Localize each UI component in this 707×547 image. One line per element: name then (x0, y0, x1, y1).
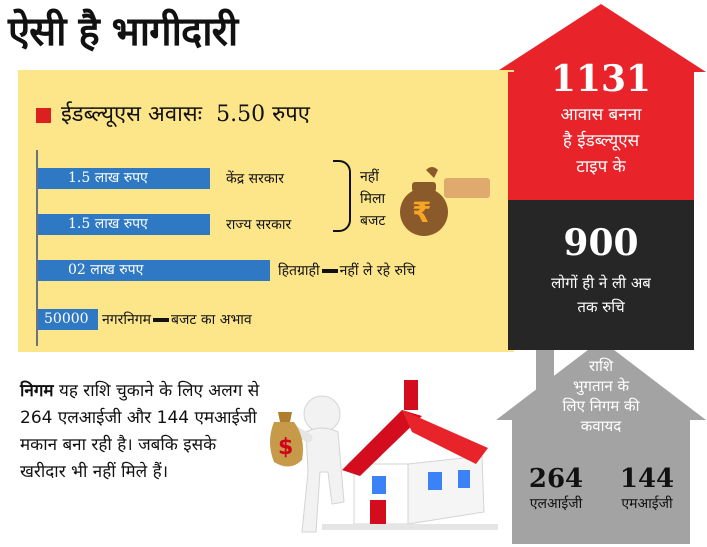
gray-line-1: राशि (588, 357, 614, 375)
panel-header-label: ईडब्ल्यूएस अवासः (61, 102, 203, 127)
house-illustration: $ (270, 380, 498, 533)
beneficiary-note: नहीं ले रहे रुचि (339, 263, 416, 279)
dollar-symbol: $ (278, 435, 293, 460)
page-title: ऐसी है भागीदारी (8, 9, 238, 55)
dark-stat-line-2: तक रुचि (577, 298, 625, 316)
beneficiary-party: हितग्राही (278, 263, 320, 279)
corporation-party: नगरनिगम (102, 312, 152, 328)
label-beneficiary: हितग्राही नहीं ले रहे रुचि (278, 261, 415, 280)
red-house-roof (496, 4, 706, 72)
label-state: राज्य सरकार (226, 217, 292, 233)
note-body: यह राशि चुकाने के लिए अलग से 264 एलआईजी … (20, 381, 260, 482)
lig-label: एलआईजी (529, 496, 583, 512)
lig-number: 264 (528, 464, 584, 494)
bar-beneficiary: 02 लाख रुपए (38, 260, 270, 281)
label-central: केंद्र सरकार (226, 171, 284, 187)
note-text: निगम यह राशि चुकाने के लिए अलग से 264 एल… (20, 378, 265, 486)
dark-stat-number: 900 (563, 222, 639, 264)
panel-header: ईडब्ल्यूएस अवासः 5.50 रुपए (36, 98, 310, 128)
red-stat-line-3: टाइप के (576, 157, 626, 177)
panel-header-value: 5.50 रुपए (216, 102, 310, 127)
bar-corporation: 50000 (38, 309, 98, 330)
red-stat-number: 1131 (550, 58, 652, 100)
red-stat-panel (508, 72, 694, 200)
red-stat-line-1: आवास बनना (560, 105, 642, 125)
brace-line-3: बजट (360, 213, 386, 229)
red-bullet-icon (36, 107, 51, 123)
gray-line-4: कवायद (580, 417, 622, 435)
gray-line-3: लिए निगम की (562, 397, 640, 415)
label-corporation: नगरनिगम बजट का अभाव (102, 310, 252, 329)
money-bag-icon: ₹ (400, 167, 490, 236)
gray-house-body (512, 420, 690, 544)
bar-state: 1.5 लाख रुपए (38, 214, 210, 235)
brace-line-1: नहीं (360, 169, 379, 185)
note-bold: निगम (20, 381, 54, 401)
gray-line-2: भुगतान के (572, 377, 630, 395)
panel-divider-line (36, 150, 38, 346)
brace (333, 160, 351, 232)
brace-line-2: मिला (360, 191, 386, 207)
dash (321, 269, 338, 273)
dark-stat-panel (508, 200, 694, 350)
brace-note: नहीं मिला बजट (360, 166, 385, 232)
dark-stat-line-1: लोगों ही ने ली अब (551, 274, 651, 292)
corporation-note: बजट का अभाव (171, 312, 252, 328)
dash (153, 318, 170, 322)
gray-house-chimney (536, 350, 554, 390)
bar-central: 1.5 लाख रुपए (38, 168, 210, 189)
mig-number: 144 (619, 464, 675, 494)
rupee-symbol: ₹ (412, 196, 431, 229)
gray-house-roof (496, 340, 706, 420)
mig-label: एमआईजी (621, 496, 673, 512)
red-stat-line-2: है ईडब्ल्यूएस (562, 131, 640, 151)
